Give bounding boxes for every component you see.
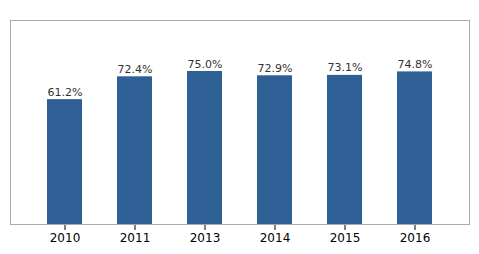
svg-text:2011: 2011 <box>120 231 151 245</box>
svg-text:2013: 2013 <box>190 231 221 245</box>
svg-text:61.2%: 61.2% <box>48 86 83 99</box>
svg-text:72.4%: 72.4% <box>118 63 153 76</box>
svg-text:2014: 2014 <box>260 231 291 245</box>
svg-text:74.8%: 74.8% <box>398 58 433 71</box>
svg-text:2010: 2010 <box>50 231 81 245</box>
svg-text:72.9%: 72.9% <box>258 62 293 75</box>
svg-text:73.1%: 73.1% <box>328 61 363 74</box>
svg-text:75.0%: 75.0% <box>188 58 223 71</box>
svg-text:2016: 2016 <box>400 231 431 245</box>
svg-text:2015: 2015 <box>330 231 361 245</box>
